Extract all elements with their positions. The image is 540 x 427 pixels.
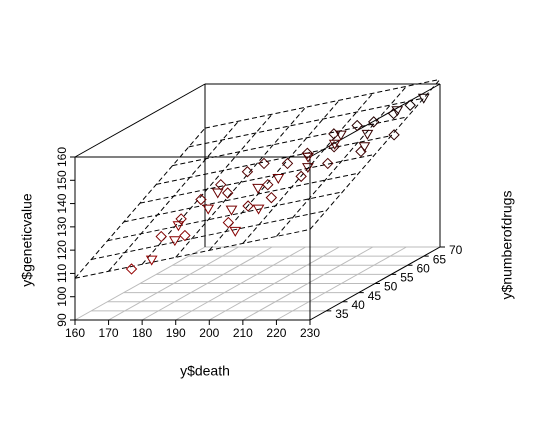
point [355, 145, 367, 158]
plane-line [204, 78, 441, 129]
point [215, 178, 227, 191]
plane-line [276, 86, 407, 237]
point [258, 157, 270, 170]
z-tick-label: 160 [55, 147, 69, 167]
y-tick-label: 40 [352, 298, 366, 312]
point [328, 128, 340, 140]
z-tick-label: 150 [55, 170, 69, 190]
z-axis-label: y$geneticvalue [19, 193, 35, 287]
z-tick-label: 90 [55, 313, 69, 327]
point [202, 204, 215, 215]
point [295, 170, 307, 183]
point [195, 193, 207, 206]
plane-line [74, 127, 206, 279]
y-tick-label: 55 [400, 271, 414, 285]
point [175, 213, 187, 225]
x-axis-label: y$death [180, 363, 230, 379]
point [252, 204, 265, 215]
point [328, 141, 340, 153]
point [222, 216, 235, 229]
point [211, 188, 224, 199]
z-tick-label: 100 [55, 286, 69, 306]
z-tick-label: 120 [55, 240, 69, 260]
point [391, 106, 404, 117]
z-tick-label: 110 [55, 264, 69, 283]
plane-line [139, 153, 376, 204]
point [361, 129, 374, 140]
plane-line [156, 135, 392, 185]
y-axis-label: y$numberofdrugs [499, 191, 515, 300]
point [262, 178, 274, 191]
point [222, 187, 234, 199]
point [225, 205, 238, 216]
z-tick-label: 140 [55, 193, 69, 213]
x-tick-label: 160 [65, 326, 85, 340]
point [272, 174, 285, 185]
point [281, 157, 294, 170]
point [351, 119, 363, 132]
plane-line [74, 228, 311, 279]
plane-line [107, 191, 343, 242]
y-tick-label: 70 [449, 243, 463, 257]
plane-line [175, 106, 307, 258]
plane-line [91, 210, 327, 260]
y-tick-label: 45 [368, 289, 382, 303]
point [155, 230, 167, 243]
x-tick-label: 190 [166, 326, 186, 340]
plane-line [172, 116, 408, 167]
point [265, 191, 278, 204]
z-tick-label: 130 [55, 217, 69, 237]
point [301, 147, 314, 159]
x-tick-label: 210 [233, 326, 253, 340]
point [179, 229, 191, 242]
point [302, 152, 314, 163]
point [301, 163, 314, 174]
x-tick-label: 230 [300, 326, 320, 340]
point [229, 226, 242, 237]
point [388, 129, 400, 141]
point [168, 236, 181, 247]
x-tick-label: 220 [266, 326, 286, 340]
plane-line [188, 97, 424, 148]
x-tick-label: 170 [99, 326, 119, 340]
y-tick-label: 50 [384, 280, 398, 294]
point [241, 166, 254, 178]
point [335, 130, 347, 141]
point [387, 107, 400, 120]
point [417, 93, 430, 104]
point [322, 157, 334, 170]
point [404, 99, 416, 111]
point [368, 116, 380, 128]
point [242, 200, 254, 212]
point [252, 183, 264, 194]
x-tick-label: 180 [132, 326, 152, 340]
point [125, 263, 138, 275]
y-tick-label: 65 [433, 252, 447, 266]
x-tick-label: 200 [199, 326, 219, 340]
point [145, 255, 158, 266]
y-tick-label: 60 [417, 261, 431, 275]
y-tick-label: 35 [335, 307, 349, 321]
box-edge [74, 83, 206, 158]
plane-line [123, 172, 359, 223]
